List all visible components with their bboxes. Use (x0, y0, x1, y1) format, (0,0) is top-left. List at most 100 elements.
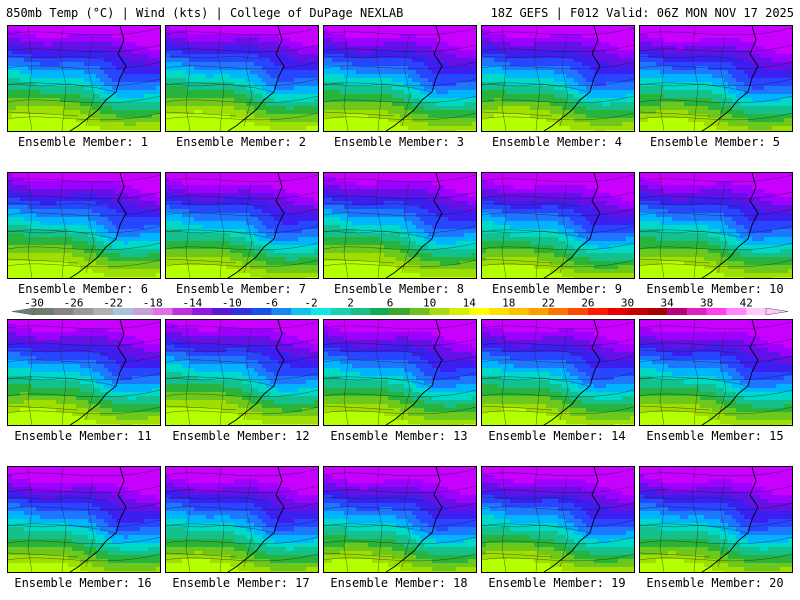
colorbar-tick-label: -30 (24, 297, 44, 310)
ensemble-map-panel (165, 319, 319, 426)
ensemble-member-caption: Ensemble Member: 13 (320, 429, 478, 443)
colorbar-swatch (409, 308, 430, 315)
ensemble-member-caption: Ensemble Member: 8 (320, 282, 478, 296)
ensemble-map-panel (639, 25, 793, 132)
colorbar-swatch (132, 308, 154, 315)
ensemble-member-caption: Ensemble Member: 11 (4, 429, 162, 443)
ensemble-member-caption: Ensemble Member: 5 (636, 135, 794, 149)
ensemble-map-panel (7, 466, 161, 573)
colorbar-swatch (429, 308, 450, 315)
colorbar-swatch (251, 308, 272, 315)
ensemble-member-caption: Ensemble Member: 15 (636, 429, 794, 443)
ensemble-map-panel (481, 25, 635, 132)
colorbar-left-arrow (11, 307, 35, 316)
colorbar-right-arrow (765, 307, 789, 316)
ensemble-member-caption: Ensemble Member: 10 (636, 282, 794, 296)
ensemble-map-panel (165, 172, 319, 279)
colorbar-swatch (34, 308, 55, 315)
colorbar-tick-label: 10 (423, 297, 436, 310)
colorbar-tick-label: 38 (700, 297, 713, 310)
colorbar-swatch (706, 308, 727, 315)
ensemble-member-caption: Ensemble Member: 2 (162, 135, 320, 149)
colorbar-swatch (231, 308, 252, 315)
colorbar-tick-label: 18 (502, 297, 515, 310)
ensemble-member-caption: Ensemble Member: 7 (162, 282, 320, 296)
ensemble-map-panel (323, 466, 477, 573)
ensemble-map-panel (639, 172, 793, 279)
ensemble-map-panel (481, 466, 635, 573)
ensemble-member-caption: Ensemble Member: 4 (478, 135, 636, 149)
colorbar-swatch (587, 308, 609, 315)
colorbar-tick-label: 6 (387, 297, 394, 310)
colorbar-swatch (53, 308, 74, 315)
ensemble-map-panel (323, 172, 477, 279)
colorbar-swatch (271, 308, 292, 315)
colorbar-tick-label: -6 (265, 297, 278, 310)
ensemble-map-panel (165, 25, 319, 132)
ensemble-member-caption: Ensemble Member: 20 (636, 576, 794, 590)
ensemble-member-caption: Ensemble Member: 6 (4, 282, 162, 296)
colorbar-swatch (489, 308, 510, 315)
colorbar-swatch (390, 308, 411, 315)
colorbar-swatch (686, 308, 707, 315)
ensemble-map-panel (7, 172, 161, 279)
colorbar-swatch (647, 308, 668, 315)
colorbar-swatch (667, 308, 688, 315)
colorbar-swatch (152, 308, 173, 315)
ensemble-member-caption: Ensemble Member: 12 (162, 429, 320, 443)
colorbar-swatch (548, 308, 569, 315)
colorbar-tick-label: 42 (740, 297, 753, 310)
colorbar-tick-label: 30 (621, 297, 634, 310)
ensemble-map-panel (165, 466, 319, 573)
ensemble-map-panel (7, 319, 161, 426)
colorbar-swatch (73, 308, 94, 315)
ensemble-map-panel (481, 172, 635, 279)
colorbar-swatch (350, 308, 371, 315)
colorbar-swatch (528, 308, 549, 315)
colorbar-swatch (113, 308, 134, 315)
colorbar-swatch (607, 308, 628, 315)
ensemble-member-caption: Ensemble Member: 14 (478, 429, 636, 443)
colorbar-swatch (370, 308, 391, 315)
colorbar-tick-label: -22 (103, 297, 123, 310)
ensemble-member-caption: Ensemble Member: 17 (162, 576, 320, 590)
colorbar-tick-label: -14 (182, 297, 202, 310)
colorbar-tick-label: 2 (347, 297, 354, 310)
ensemble-map-panel (481, 319, 635, 426)
ensemble-map-panel (639, 466, 793, 573)
colorbar-swatch (192, 308, 213, 315)
colorbar-swatch (726, 308, 747, 315)
ensemble-map-panel (639, 319, 793, 426)
ensemble-member-caption: Ensemble Member: 16 (4, 576, 162, 590)
ensemble-map-panel (323, 25, 477, 132)
header-right-valid-time: 18Z GEFS | F012 Valid: 06Z MON NOV 17 20… (491, 6, 794, 20)
ensemble-map-panel (7, 25, 161, 132)
colorbar-tick-label: 34 (660, 297, 674, 310)
colorbar-swatch (310, 308, 332, 315)
colorbar-swatch (469, 308, 490, 315)
colorbar-swatch (627, 308, 648, 315)
colorbar-tick-label: 22 (542, 297, 555, 310)
colorbar-swatch (746, 308, 767, 315)
ensemble-member-caption: Ensemble Member: 3 (320, 135, 478, 149)
colorbar-swatch (449, 308, 470, 315)
colorbar-tick-label: 14 (463, 297, 477, 310)
ensemble-member-caption: Ensemble Member: 1 (4, 135, 162, 149)
colorbar-swatch (212, 308, 233, 315)
ensemble-map-panel (323, 319, 477, 426)
colorbar-swatch (568, 308, 589, 315)
ensemble-member-caption: Ensemble Member: 9 (478, 282, 636, 296)
colorbar-tick-label: -18 (143, 297, 163, 310)
colorbar-tick-label: 26 (581, 297, 594, 310)
colorbar-tick-label: -2 (304, 297, 317, 310)
colorbar-swatch (508, 308, 529, 315)
colorbar-swatch (172, 308, 193, 315)
colorbar-swatch (291, 308, 312, 315)
colorbar-swatch (330, 308, 351, 315)
colorbar-swatch (93, 308, 114, 315)
colorbar-tick-label: -10 (222, 297, 242, 310)
temperature-colorbar: -30 -26 -22 -18 -14 -10 -6 -2 2 6 10 14 18 22 26 30 34 38… (11, 297, 789, 316)
header-left-title: 850mb Temp (°C) | Wind (kts) | College o… (6, 6, 403, 20)
ensemble-member-caption: Ensemble Member: 18 (320, 576, 478, 590)
colorbar-tick-label: -26 (64, 297, 84, 310)
